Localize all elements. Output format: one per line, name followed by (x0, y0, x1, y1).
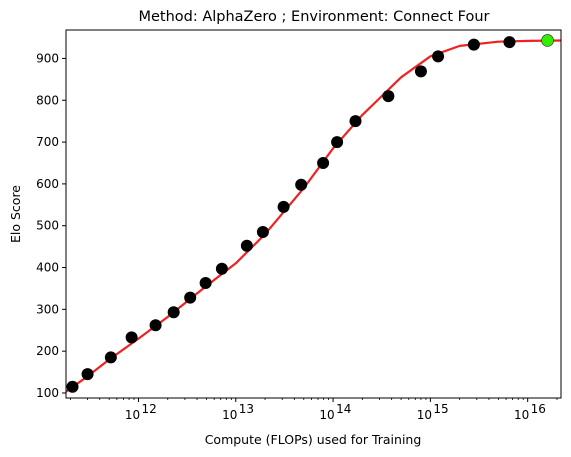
data-point (184, 291, 197, 304)
y-tick-label: 500 (36, 219, 59, 233)
data-point (199, 277, 212, 289)
data-point (125, 331, 138, 344)
x-tick-label: 10 (222, 408, 237, 422)
plot-area (66, 34, 561, 393)
y-tick-label: 300 (36, 302, 59, 316)
x-axis: 10 12 10 13 10 14 10 15 10 16 (70, 398, 558, 422)
y-tick-label: 100 (36, 386, 59, 400)
data-point (503, 36, 516, 49)
y-tick-label: 700 (36, 135, 59, 149)
data-point (215, 262, 228, 275)
data-point (240, 239, 253, 252)
data-point (81, 368, 94, 381)
y-tick-label: 800 (36, 93, 59, 107)
y-tick-label: 400 (36, 261, 59, 275)
data-point (349, 115, 362, 128)
data-point (66, 380, 79, 393)
data-point (277, 200, 290, 213)
x-tick-label: 10 (319, 408, 334, 422)
plot-frame (65, 29, 562, 399)
data-point (331, 136, 344, 149)
chart-title: Method: AlphaZero ; Environment: Connect… (138, 9, 489, 25)
data-point (149, 319, 162, 332)
y-axis-title: Elo Score (8, 185, 23, 243)
data-point (467, 38, 480, 51)
y-tick-label: 900 (36, 51, 59, 65)
x-tick-exponent: 12 (141, 402, 156, 416)
x-axis-title: Compute (FLOPs) used for Training (205, 432, 422, 447)
x-tick-label: 10 (514, 408, 529, 422)
x-tick-exponent: 13 (239, 402, 254, 416)
data-point (414, 65, 427, 78)
y-tick-label: 200 (36, 344, 59, 358)
data-point (382, 90, 395, 103)
data-point (317, 156, 330, 169)
data-point (295, 178, 308, 191)
data-point (432, 50, 445, 63)
x-tick-exponent: 14 (336, 402, 351, 416)
x-tick-exponent: 15 (433, 402, 448, 416)
data-point (256, 225, 269, 238)
data-point (104, 351, 117, 364)
x-tick-label: 10 (125, 408, 140, 422)
fit-curve (66, 39, 561, 393)
x-tick-label: 10 (417, 408, 432, 422)
y-tick-label: 600 (36, 177, 59, 191)
data-point (167, 306, 180, 319)
highlight-point (541, 34, 554, 47)
y-axis: 100 200 300 400 500 600 700 800 900 (36, 51, 66, 400)
x-tick-exponent: 16 (531, 402, 546, 416)
